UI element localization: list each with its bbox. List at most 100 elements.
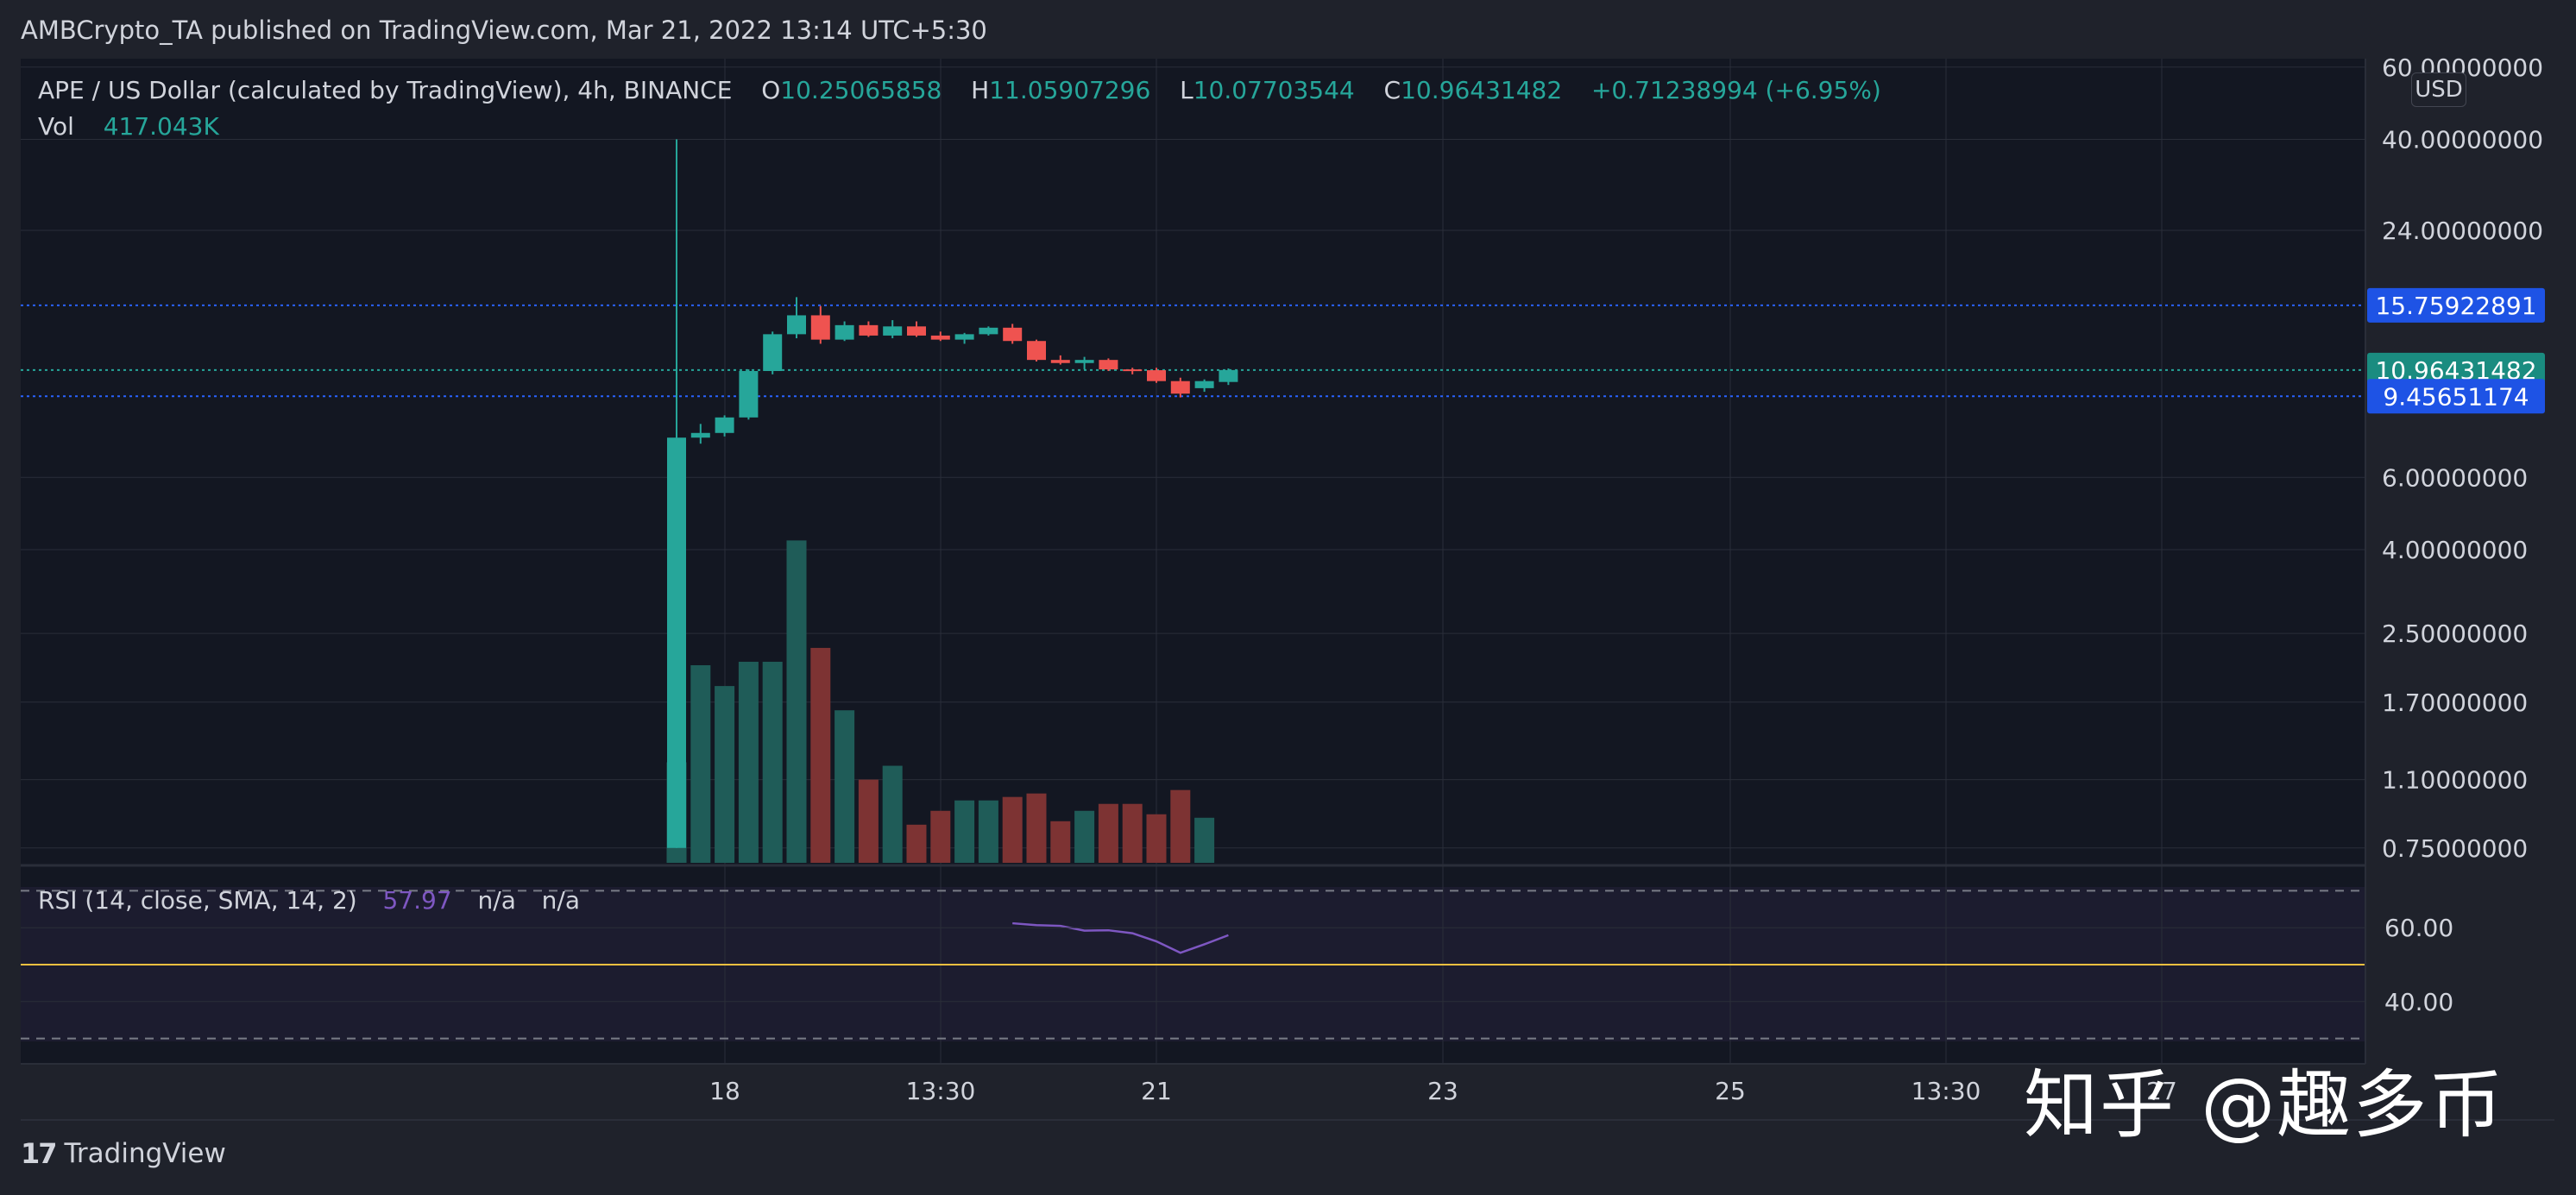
price-tick-label: 0.75000000 [2382,834,2528,863]
candle-body [1219,369,1238,382]
price-line-label: 9.45651174 [2367,379,2545,414]
close-value: 10.96431482 [1401,76,1563,104]
candle [835,321,854,342]
candle [1050,355,1070,365]
volume-bar [1146,814,1167,863]
rsi-line-group [1012,921,1229,954]
candle [1099,358,1118,372]
candle [907,321,926,337]
candle-body [1147,370,1166,381]
tradingview-logo[interactable]: 17 TradingView [21,1137,226,1170]
main-pane[interactable] [21,59,2365,865]
volume-bar [835,710,855,863]
time-tick-label: 21 [1141,1077,1172,1105]
price-line-label-text: 9.45651174 [2383,382,2529,411]
rsi-tick-label: 60.00 [2384,914,2453,942]
price-line-label: 15.75922891 [2367,287,2545,323]
volume-bars [666,540,1215,863]
rsi-tick-label: 40.00 [2384,988,2453,1016]
publish-line: AMBCrypto_TA published on TradingView.co… [21,16,987,45]
open-value: 10.25065858 [780,76,942,104]
volume-label[interactable]: Vol [38,112,74,141]
volume-bar [738,661,759,863]
close-label: C [1383,76,1401,104]
price-axis[interactable]: 60.0000000040.0000000024.000000006.00000… [2382,53,2543,863]
grid-lines [21,59,2365,1064]
volume-bar [882,765,903,863]
tradingview-logo-icon: 17 [21,1137,58,1170]
volume-bar [978,800,998,863]
price-tick-label: 4.00000000 [2382,536,2528,564]
watermark: 知乎 @趣多币 [2024,1062,2505,1148]
open-label: O [761,76,781,104]
candle-body [835,324,854,340]
high-label: H [971,76,990,104]
price-tick-label: 1.70000000 [2382,689,2528,717]
time-tick-label: 13:30 [1912,1077,1981,1105]
volume-bar [1194,817,1215,863]
candle [787,297,806,339]
volume-bar [954,800,975,863]
candle [1123,368,1143,374]
candle-body [690,432,710,438]
candle-body [715,417,734,433]
candle [979,326,998,336]
symbol-title[interactable]: APE / US Dollar (calculated by TradingVi… [38,76,733,104]
volume-bar [715,686,735,863]
candle [1003,324,1023,344]
symbol-legend: APE / US Dollar (calculated by TradingVi… [38,72,1881,145]
volume-bar [930,810,951,863]
candle-body [979,327,998,335]
price-lines [21,304,2365,398]
candle [1194,379,1214,393]
candle [715,415,734,437]
candle-body [810,315,830,340]
rsi-sma-value: n/a [477,886,516,915]
candle-body [667,437,686,848]
time-tick-label: 13:30 [906,1077,976,1105]
candle [739,369,759,420]
candle-body [930,335,950,340]
rsi-value: 57.97 [382,886,452,915]
price-tick-label: 1.10000000 [2382,766,2528,795]
price-line-label-bg [2367,287,2545,323]
currency-badge[interactable]: USD [2411,72,2466,107]
rsi-title[interactable]: RSI (14, close, SMA, 14, 2) [38,886,357,915]
candle [1027,339,1046,362]
candle-body [859,324,879,336]
time-tick-label: 27 [2146,1077,2177,1105]
candle-body [1170,381,1190,394]
volume-bar [1026,793,1047,863]
rsi-axis[interactable]: 60.00 40.00 [21,914,2453,1016]
low-label: L [1180,76,1194,104]
candle-body [1003,327,1023,342]
volume-bar [690,664,711,863]
candle [1147,368,1166,383]
low-value: 10.07703544 [1193,76,1355,104]
volume-bar [1074,810,1095,863]
time-axis[interactable]: 18 13:30 21 23 25 13:30 27 [709,1077,2177,1105]
volume-value: 417.043K [103,112,219,141]
volume-bar [762,661,783,863]
volume-bar [1170,789,1191,863]
price-line-label-bg [2367,352,2545,387]
candle-body [1074,360,1094,363]
candle-body [1027,341,1046,361]
price-tick-label: 40.00000000 [2382,126,2543,154]
time-tick-label: 23 [1427,1077,1458,1105]
rsi-extra-value: n/a [541,886,581,915]
candle [690,424,710,444]
volume-bar [1050,821,1071,863]
candle [859,321,879,337]
candle-body [739,371,759,418]
candles [667,139,1238,848]
candle-body [907,326,926,336]
candle-body [1123,369,1143,372]
volume-bar [906,824,927,863]
high-value: 11.05907296 [989,76,1151,104]
candle-body [1099,360,1118,370]
candle-body [1194,381,1214,388]
candle-body [954,334,974,340]
